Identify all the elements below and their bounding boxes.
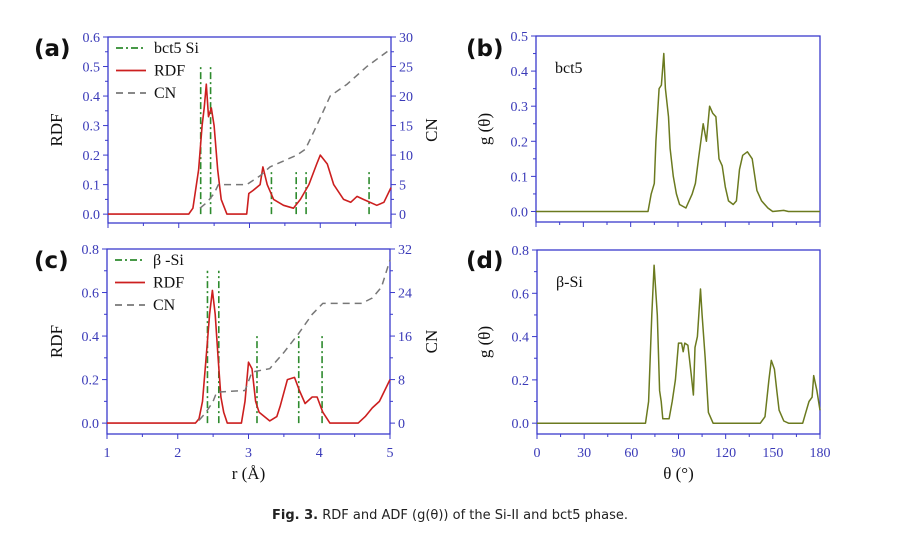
y-tick-label: 0.1 [83, 179, 101, 194]
y-tick-label: 0.0 [512, 417, 530, 432]
y2-tick-label: 10 [399, 149, 413, 164]
y-tick-label: 0.8 [82, 243, 100, 258]
y-axis-label: RDF [47, 113, 66, 146]
y-tick-label: 0.0 [82, 417, 100, 432]
panel-c: 1 2 3 4 5 0.0 0.2 0.4 0.6 0.8 0 8 16 24 32 CN RDF r (Å) (c… [34, 243, 441, 483]
panel-letter: (b) [466, 36, 504, 62]
y2-tick-label: 0 [399, 208, 406, 223]
y-tick-label: 0.3 [511, 100, 529, 115]
x-tick-label: 1 [104, 446, 111, 461]
cn-line [199, 48, 392, 209]
x-tick-label: 180 [810, 446, 831, 461]
x-tick-label: 90 [672, 446, 686, 461]
caption-text: RDF and ADF (g(θ)) of the Si-II and bct5… [322, 508, 628, 523]
adf-line [536, 52, 820, 213]
x-tick-label: 0 [534, 446, 541, 461]
panel-d: 0 30 60 90 120 150 180 0.0 0.2 0.4 0.6 0.8 g (θ) θ (°… [466, 244, 831, 483]
y-axis-label: g (θ) [475, 326, 494, 358]
y-tick-label: 0.0 [83, 208, 101, 223]
x-tick-label: 3 [245, 446, 252, 461]
y2-tick-label: 32 [398, 243, 412, 258]
y2-tick-label: 16 [398, 330, 412, 345]
legend-rdf-label: RDF [154, 63, 185, 80]
y-tick-label: 0.2 [83, 149, 101, 164]
panel-a: 0.0 0.1 0.2 0.3 0.4 0.5 0.6 0 5 10 15 20 25 30 CN RDF (a… [34, 31, 441, 228]
y-tick-label: 0.2 [511, 135, 529, 150]
y-axis-label: RDF [47, 325, 66, 358]
y-tick-label: 0.5 [83, 61, 101, 76]
x-tick-label: 150 [762, 446, 783, 461]
caption-label: Fig. 3. [272, 508, 319, 523]
panel-letter: (c) [34, 248, 69, 274]
y-tick-label: 0.4 [83, 90, 101, 105]
rdf-line [108, 83, 392, 215]
legend-cn-label: CN [154, 85, 177, 102]
cn-line [198, 259, 391, 421]
plot-frame [107, 36, 392, 224]
phase-annotation: β-Si [556, 274, 583, 291]
adf-line [537, 264, 821, 424]
x-tick-label: 60 [624, 446, 638, 461]
y2-tick-label: 25 [399, 61, 413, 76]
y-tick-label: 0.2 [512, 374, 530, 389]
y2-tick-label: 0 [398, 417, 405, 432]
y-tick-label: 0.5 [511, 30, 529, 45]
x-tick-label: 5 [387, 446, 394, 461]
y2-axis-label: CN [422, 330, 441, 354]
y2-axis-label: CN [422, 118, 441, 142]
y-tick-label: 0.6 [82, 287, 100, 302]
y-tick-label: 0.6 [512, 287, 530, 302]
y-axis-label: g (θ) [475, 113, 494, 145]
y-tick-label: 0.4 [511, 65, 529, 80]
y-tick-label: 0.4 [82, 330, 100, 345]
y-tick-label: 0.2 [82, 374, 100, 389]
panel-b: 0.0 0.1 0.2 0.3 0.4 0.5 g (θ) (b) bct5 [466, 30, 821, 227]
panel-letter: (a) [34, 36, 71, 62]
y-tick-label: 0.4 [512, 331, 530, 346]
y2-tick-label: 8 [398, 374, 405, 389]
plot-frame [106, 248, 391, 435]
y2-tick-label: 30 [399, 31, 413, 46]
legend-cn-label: CN [153, 297, 176, 314]
x-tick-label: 2 [174, 446, 181, 461]
y-tick-label: 0.8 [512, 244, 530, 259]
x-tick-label: 4 [316, 446, 323, 461]
y2-tick-label: 24 [398, 287, 412, 302]
phase-annotation: bct5 [555, 60, 583, 77]
y2-tick-label: 20 [399, 90, 413, 105]
legend-rdf-label: RDF [153, 275, 184, 292]
panel-letter: (d) [466, 248, 504, 274]
y-tick-label: 0.3 [83, 120, 101, 135]
legend-reference-label: β -Si [153, 252, 184, 269]
y-tick-label: 0.0 [511, 205, 529, 220]
legend-reference-label: bct5 Si [154, 40, 199, 57]
figure-caption: Fig. 3. RDF and ADF (g(θ)) of the Si-II … [0, 508, 900, 523]
x-axis-label: r (Å) [232, 464, 266, 483]
y-tick-label: 0.1 [511, 170, 529, 185]
x-axis-label: θ (°) [663, 464, 694, 483]
rdf-line [107, 289, 391, 424]
y-tick-label: 0.6 [83, 31, 101, 46]
y2-tick-label: 15 [399, 120, 413, 135]
x-tick-label: 30 [577, 446, 591, 461]
x-tick-label: 120 [715, 446, 736, 461]
y2-tick-label: 5 [399, 179, 406, 194]
